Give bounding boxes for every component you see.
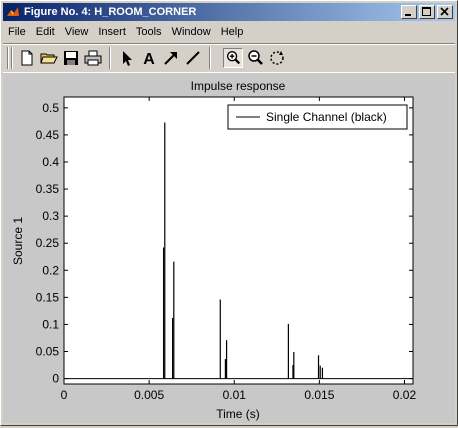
svg-text:A: A: [143, 51, 155, 68]
minimize-icon: [405, 14, 411, 16]
toolbar-grip: [11, 47, 13, 69]
zoom-in-icon[interactable]: [223, 48, 243, 68]
y-tick-label: 0.3: [42, 209, 59, 223]
series-single-channel: [64, 122, 413, 380]
rotate-icon[interactable]: [267, 48, 287, 68]
x-tick-label: 0.015: [304, 388, 334, 402]
save-icon[interactable]: [61, 48, 81, 68]
menu-tools[interactable]: Tools: [135, 26, 162, 38]
toolbar-grip: [7, 47, 9, 69]
y-tick-label: 0.05: [36, 345, 60, 359]
menu-view[interactable]: View: [64, 26, 89, 38]
window-title: Figure No. 4: H_ROOM_CORNER: [24, 6, 197, 18]
y-tick-label: 0.35: [36, 182, 60, 196]
zoom-out-icon[interactable]: [245, 48, 265, 68]
insert-arrow-icon[interactable]: [161, 48, 181, 68]
menu-file[interactable]: File: [8, 26, 26, 38]
figure-toolbar: A: [3, 43, 455, 73]
menu-help[interactable]: Help: [220, 26, 244, 38]
maximize-icon: [422, 7, 431, 16]
new-file-icon[interactable]: [17, 48, 37, 68]
matlab-logo-icon: [6, 5, 20, 19]
x-tick-label: 0.02: [393, 388, 417, 402]
y-tick-label: 0.45: [36, 128, 60, 142]
y-tick-label: 0: [52, 372, 59, 386]
x-tick-label: 0.005: [134, 388, 164, 402]
open-folder-icon[interactable]: [39, 48, 59, 68]
y-tick-label: 0.1: [42, 317, 59, 331]
close-icon: [440, 7, 449, 16]
x-tick-label: 0.01: [223, 388, 247, 402]
y-tick-label: 0.25: [36, 236, 60, 250]
x-axis-label: Time (s): [216, 407, 260, 421]
print-icon[interactable]: [83, 48, 103, 68]
insert-line-icon[interactable]: [183, 48, 203, 68]
legend-entry-label: Single Channel (black): [266, 110, 387, 124]
y-tick-label: 0.2: [42, 263, 59, 277]
x-tick-label: 0: [61, 388, 68, 402]
figure-canvas: Impulse response Time (s) Source 1 0 0.00…: [3, 73, 455, 423]
maximize-button[interactable]: [419, 5, 435, 19]
minimize-button[interactable]: [401, 5, 417, 19]
menu-window[interactable]: Window: [171, 26, 211, 38]
title-bar[interactable]: Figure No. 4: H_ROOM_CORNER: [3, 3, 455, 21]
axes-background: [63, 96, 414, 385]
menu-bar: File Edit View Insert Tools Window Help: [3, 23, 455, 41]
select-arrow-icon[interactable]: [117, 48, 137, 68]
y-tick-label: 0.15: [36, 290, 60, 304]
menu-insert[interactable]: Insert: [98, 26, 126, 38]
insert-text-icon[interactable]: A: [139, 48, 159, 68]
menu-edit[interactable]: Edit: [35, 26, 55, 38]
close-button[interactable]: [437, 5, 453, 19]
toolbar-separator: [209, 47, 211, 69]
impulse-response-plot: Impulse response Time (s) Source 1 0 0.00…: [11, 79, 417, 421]
chart-title: Impulse response: [191, 79, 286, 93]
y-tick-label: 0.5: [42, 101, 59, 115]
toolbar-separator: [109, 47, 111, 69]
y-tick-label: 0.4: [42, 155, 59, 169]
y-axis-label: Source 1: [11, 217, 25, 265]
legend: Single Channel (black): [227, 104, 408, 130]
